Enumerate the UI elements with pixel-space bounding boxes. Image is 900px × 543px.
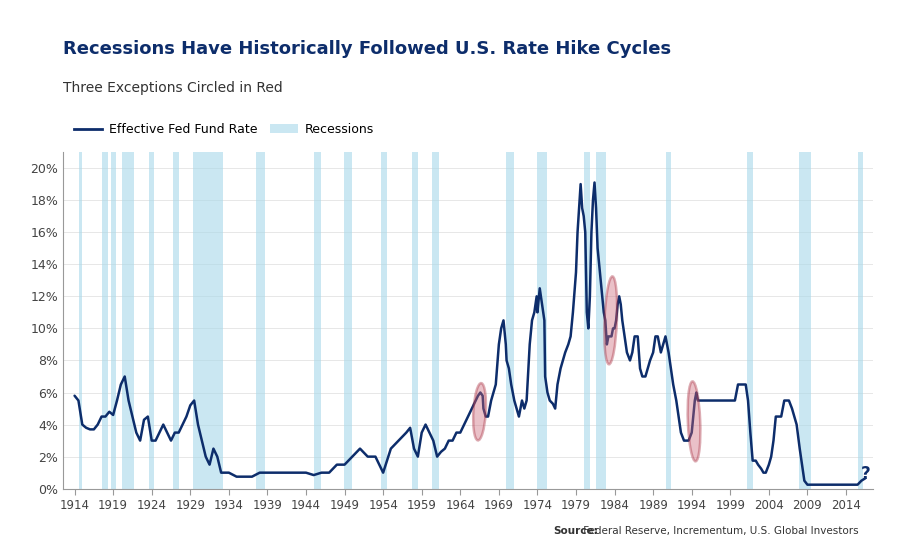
Ellipse shape — [604, 276, 617, 364]
Bar — [858, 152, 863, 489]
Bar — [799, 152, 811, 489]
Text: Source:: Source: — [554, 527, 598, 536]
Text: Recessions Have Historically Followed U.S. Rate Hike Cycles: Recessions Have Historically Followed U.… — [63, 40, 671, 58]
Bar — [666, 152, 670, 489]
Bar — [314, 152, 320, 489]
Bar — [536, 152, 546, 489]
Bar — [381, 152, 387, 489]
Bar — [194, 152, 223, 489]
Bar — [173, 152, 179, 489]
Bar — [411, 152, 418, 489]
Bar — [103, 152, 108, 489]
Bar — [432, 152, 438, 489]
Bar — [256, 152, 266, 489]
Bar — [584, 152, 590, 489]
Ellipse shape — [688, 381, 700, 462]
Ellipse shape — [473, 383, 486, 440]
Text: Federal Reserve, Incrementum, U.S. Global Investors: Federal Reserve, Incrementum, U.S. Globa… — [580, 527, 860, 536]
Text: Three Exceptions Circled in Red: Three Exceptions Circled in Red — [63, 81, 283, 95]
Bar — [596, 152, 606, 489]
Legend: Effective Fed Fund Rate, Recessions: Effective Fed Fund Rate, Recessions — [69, 118, 380, 141]
Bar — [747, 152, 752, 489]
Text: ?: ? — [860, 465, 870, 483]
Bar — [506, 152, 514, 489]
Bar — [148, 152, 154, 489]
Bar — [111, 152, 116, 489]
Bar — [79, 152, 82, 489]
Bar — [122, 152, 134, 489]
Bar — [344, 152, 352, 489]
